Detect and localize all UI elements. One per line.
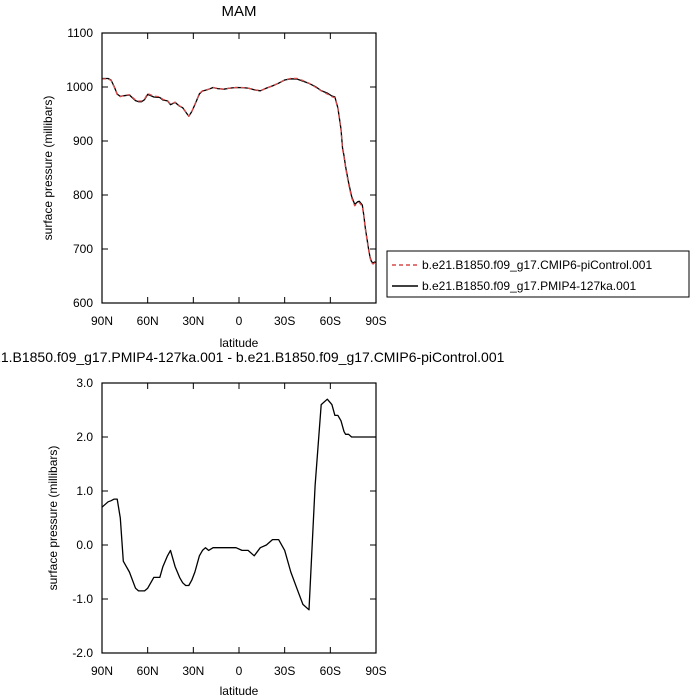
bottom-chart-ylabel: surface pressure (millibars) [46,446,60,591]
y-tick-label: 600 [73,296,93,310]
y-tick-label: 2.0 [76,430,93,444]
bottom-chart-title: b.e21.B1850.f09_g17.PMIP4-127ka.001 - b.… [0,349,505,365]
series-line-0 [102,77,377,265]
top-chart-frame [101,32,377,304]
bottom-chart-series [101,398,376,611]
top-chart-title: MAM [222,3,257,20]
x-tick-label: 90N [91,314,113,328]
top-chart-ticks: 90N 60N 30N 0 30S 60S 90S 600 700 800 900 1000 1100 [66,26,386,328]
y-tick-label: 0.0 [76,538,93,552]
x-tick-label: 60S [320,314,341,328]
legend-entry-127ka: b.e21.B1850.f09_g17.PMIP4-127ka.001 [422,279,636,293]
x-tick-label: 30N [182,664,204,678]
legend-box [386,250,690,298]
x-tick-label: 30S [274,664,295,678]
x-tick-label: 30S [274,314,295,328]
y-tick-label: 900 [73,134,93,148]
y-tick-label: 1100 [67,26,93,40]
y-tick-label: 800 [73,188,93,202]
legend: b.e21.B1850.f09_g17.CMIP6-piControl.001 … [386,250,690,298]
y-tick-label: 3.0 [76,376,93,390]
top-chart-series [102,77,377,265]
y-tick-label: 1000 [66,80,93,94]
legend-entry-picontrol: b.e21.B1850.f09_g17.CMIP6-piControl.001 [422,258,652,272]
y-tick-label: -1.0 [72,592,93,606]
y-tick-label: -2.0 [72,646,93,660]
x-tick-label: 90S [365,314,386,328]
x-tick-label: 60N [137,314,159,328]
bottom-chart-frame [101,382,377,654]
x-tick-label: 90S [365,664,386,678]
bottom-chart-ticks: 90N 60N 30N 0 30S 60S 90S -2.0 -1.0 0.0 1.0 2.0 3.0 [72,376,386,678]
x-tick-label: 90N [91,664,113,678]
x-tick-label: 60N [137,664,159,678]
x-tick-label: 0 [236,314,243,328]
bottom-chart: b.e21.B1850.f09_g17.PMIP4-127ka.001 - b.… [0,349,505,698]
series-line-1 [102,77,377,264]
bottom-chart-xlabel: latitude [220,684,259,698]
y-tick-label: 700 [73,242,93,256]
x-tick-label: 0 [236,664,243,678]
top-chart-xlabel: latitude [220,336,259,350]
x-tick-label: 60S [320,664,341,678]
x-tick-label: 30N [182,314,204,328]
top-chart: MAM 90N 60N 30N 0 30S 60S 90S 600 700 800 900 1000 1… [41,3,387,350]
series-line-0 [101,398,376,611]
y-tick-label: 1.0 [76,484,93,498]
top-chart-ylabel: surface pressure (millibars) [41,96,55,241]
